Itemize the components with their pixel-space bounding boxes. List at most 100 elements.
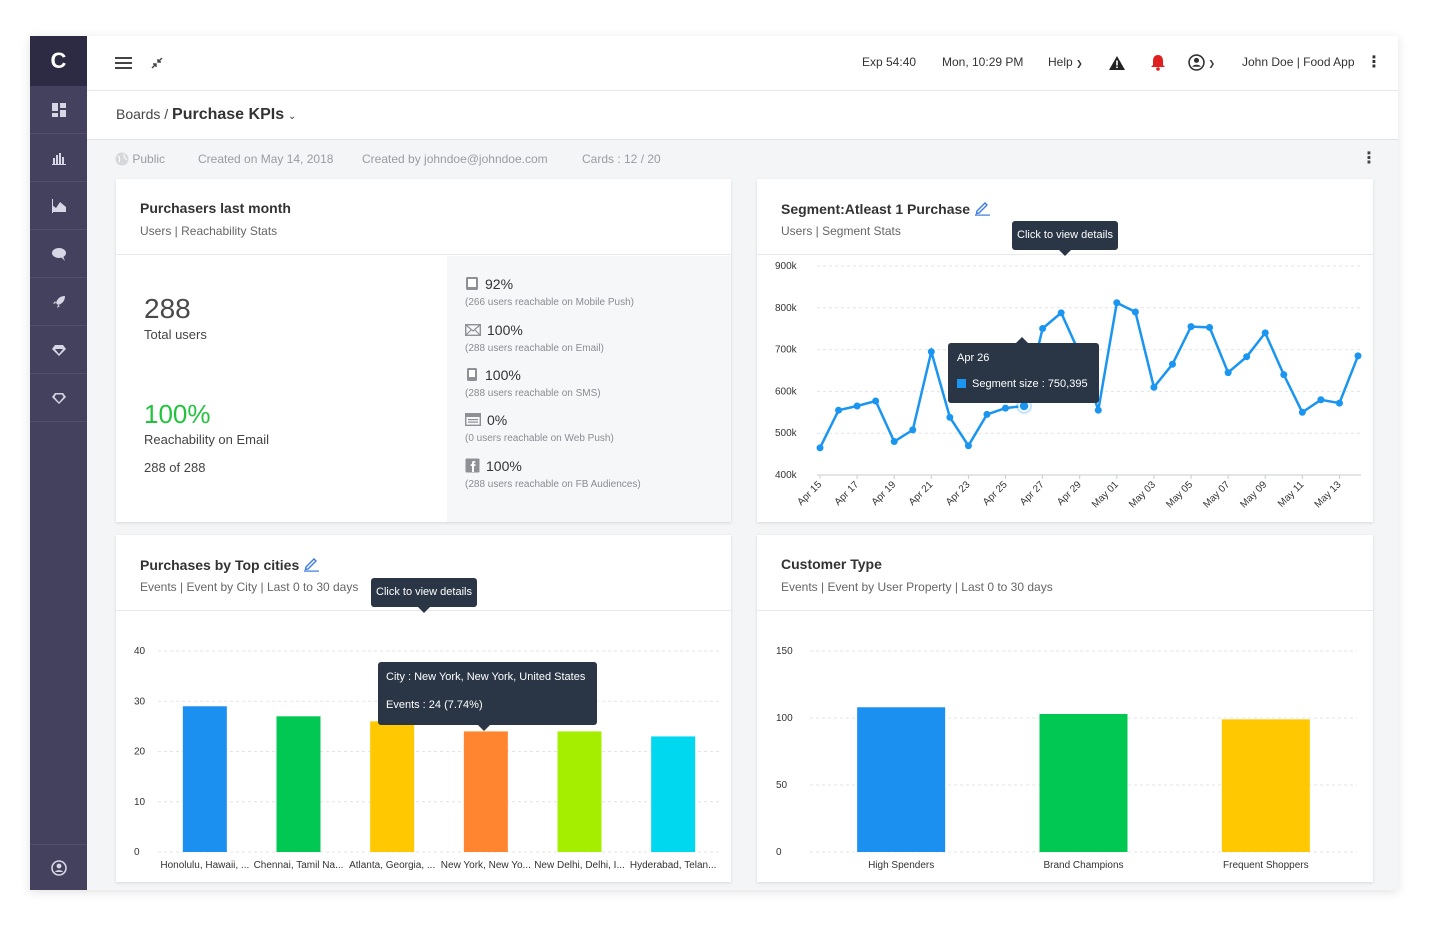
created-on: Created on May 14, 2018 <box>198 152 334 166</box>
tooltip-value-row: Segment size : 750,395 <box>957 378 1088 390</box>
sidebar-account[interactable] <box>30 844 87 890</box>
card-title: Purchasers last month <box>140 200 291 216</box>
sidebar-item-area-chart[interactable] <box>30 182 87 230</box>
y-tick-label: 30 <box>134 696 146 707</box>
y-tick-label: 40 <box>134 646 146 657</box>
data-point <box>946 413 954 421</box>
y-tick-label: 600k <box>775 386 798 397</box>
x-tick-label: Apr 17 <box>833 479 862 508</box>
chevron-down-icon[interactable]: ⌄ <box>287 111 297 122</box>
account-menu[interactable]: ❯ <box>1188 36 1215 91</box>
data-point <box>835 406 843 414</box>
notifications-button[interactable] <box>1150 36 1166 91</box>
chevron-down-icon: ❯ <box>1076 59 1083 68</box>
bar <box>857 707 946 852</box>
data-point <box>1280 371 1288 379</box>
email-icon <box>464 323 482 337</box>
customer-bar-chart[interactable]: 0 50 100 150 High Spenders Brand Champions Fre… <box>757 535 1373 882</box>
data-point <box>1094 406 1102 414</box>
tooltip-title: Apr 26 <box>957 352 990 364</box>
cards-count: Cards : 12 / 20 <box>582 152 661 166</box>
x-tick-label: Apr 21 <box>907 479 936 508</box>
tooltip-arrow <box>1016 337 1028 343</box>
y-tick-label: 150 <box>776 646 793 657</box>
analytics-icon <box>51 152 66 165</box>
sidebar-item-analytics[interactable] <box>30 134 87 182</box>
account-circle-icon <box>1188 54 1205 72</box>
y-tick-label: 400k <box>775 470 798 481</box>
segment-line-chart[interactable]: 400k 500k 600k 700k 800k 900k Apr 15 Apr 17 Apr … <box>757 179 1373 522</box>
user-account-label[interactable]: John Doe | Food App <box>1242 55 1355 69</box>
cities-bar-chart[interactable]: 0 10 20 30 40 Honolulu, Hawaii, ... Chennai, T… <box>116 535 731 882</box>
channel-row-fb-audiences: 100% (288 users reachable on FB Audience… <box>465 458 641 490</box>
sidebar-item-gems[interactable] <box>30 326 87 374</box>
edit-icon[interactable] <box>974 200 991 216</box>
bar <box>651 736 696 852</box>
visibility-label: Public <box>132 152 166 166</box>
bar <box>463 731 508 852</box>
card-header: Purchases by Top cities Events | Event b… <box>116 535 731 611</box>
card-purchasers[interactable]: Purchasers last month Users | Reachabili… <box>116 179 731 522</box>
data-point <box>909 426 917 434</box>
data-point <box>1354 352 1362 360</box>
help-menu[interactable]: Help ❯ <box>1048 36 1083 91</box>
data-point <box>1150 383 1158 391</box>
y-tick-label: 20 <box>134 747 146 758</box>
menu-button[interactable] <box>115 36 132 91</box>
card-segment[interactable]: Segment:Atleast 1 Purchase Users | Segme… <box>757 179 1373 522</box>
globe-icon <box>115 152 129 166</box>
tooltip-value: Segment size : 750,395 <box>972 378 1088 390</box>
x-tick-label: May 09 <box>1238 479 1269 510</box>
tooltip-events: Events : 24 (7.74%) <box>386 699 483 711</box>
card-title: Customer Type <box>781 556 882 572</box>
board-options-icon[interactable]: ⋮ <box>1361 150 1377 167</box>
sidebar-item-dashboard[interactable] <box>30 86 87 134</box>
warning-icon <box>1109 55 1125 70</box>
app-logo[interactable]: C <box>30 36 87 86</box>
y-tick-label: 10 <box>134 797 146 808</box>
gem-icon <box>51 344 66 356</box>
x-category-label: New Delhi, Delhi, I... <box>534 860 625 871</box>
hint-text: Click to view details <box>376 586 472 598</box>
data-point <box>1261 329 1269 337</box>
data-point <box>1335 399 1343 407</box>
x-category-label: Chennai, Tamil Na... <box>254 860 344 871</box>
account-icon <box>50 859 67 876</box>
sidebar-item-gems-outline[interactable] <box>30 374 87 422</box>
data-point <box>1039 325 1047 333</box>
x-category-label: High Spenders <box>868 860 934 871</box>
reachability-value: 100% <box>144 399 211 429</box>
sidebar-item-campaigns[interactable] <box>30 278 87 326</box>
created-by: Created by johndoe@johndoe.com <box>362 152 548 166</box>
breadcrumb-root[interactable]: Boards / <box>116 106 169 122</box>
edit-icon[interactable] <box>303 556 320 572</box>
data-point <box>853 402 861 410</box>
card-title: Segment:Atleast 1 Purchase <box>781 200 991 217</box>
card-subtitle: Events | Event by User Property | Last 0… <box>781 580 1053 594</box>
view-details-hint: Click to view details <box>371 578 477 613</box>
top-bar: Exp 54:40 Mon, 10:29 PM Help ❯ ❯ John Do… <box>87 36 1398 91</box>
x-tick-label: May 05 <box>1164 479 1195 510</box>
app-window: C Exp 54:40 <box>30 36 1398 890</box>
bar <box>276 716 321 852</box>
channel-row-web-push: 0% (0 users reachable on Web Push) <box>464 412 614 444</box>
collapse-button[interactable] <box>151 36 163 91</box>
data-point <box>1131 308 1139 316</box>
help-label: Help <box>1048 55 1073 69</box>
hint-arrow <box>1059 250 1071 256</box>
sidebar: C <box>30 36 87 890</box>
city-tooltip: City : New York, New York, United States… <box>378 662 597 731</box>
sidebar-item-chat[interactable] <box>30 230 87 278</box>
facebook-icon <box>465 458 480 473</box>
channel-row-email: 100% (288 users reachable on Email) <box>464 322 604 354</box>
card-customer-type[interactable]: Customer Type Events | Event by User Pro… <box>757 535 1373 882</box>
board-selector[interactable]: Purchase KPIs <box>172 106 285 123</box>
y-tick-label: 800k <box>775 303 798 314</box>
area-chart-icon <box>51 198 66 213</box>
card-top-cities[interactable]: Purchases by Top cities Events | Event b… <box>116 535 731 882</box>
warning-button[interactable] <box>1108 36 1126 91</box>
data-point <box>872 397 880 405</box>
card-title-text: Segment:Atleast 1 Purchase <box>781 201 971 217</box>
more-options-icon[interactable]: ⋮ <box>1366 54 1382 71</box>
bar <box>1221 719 1310 852</box>
